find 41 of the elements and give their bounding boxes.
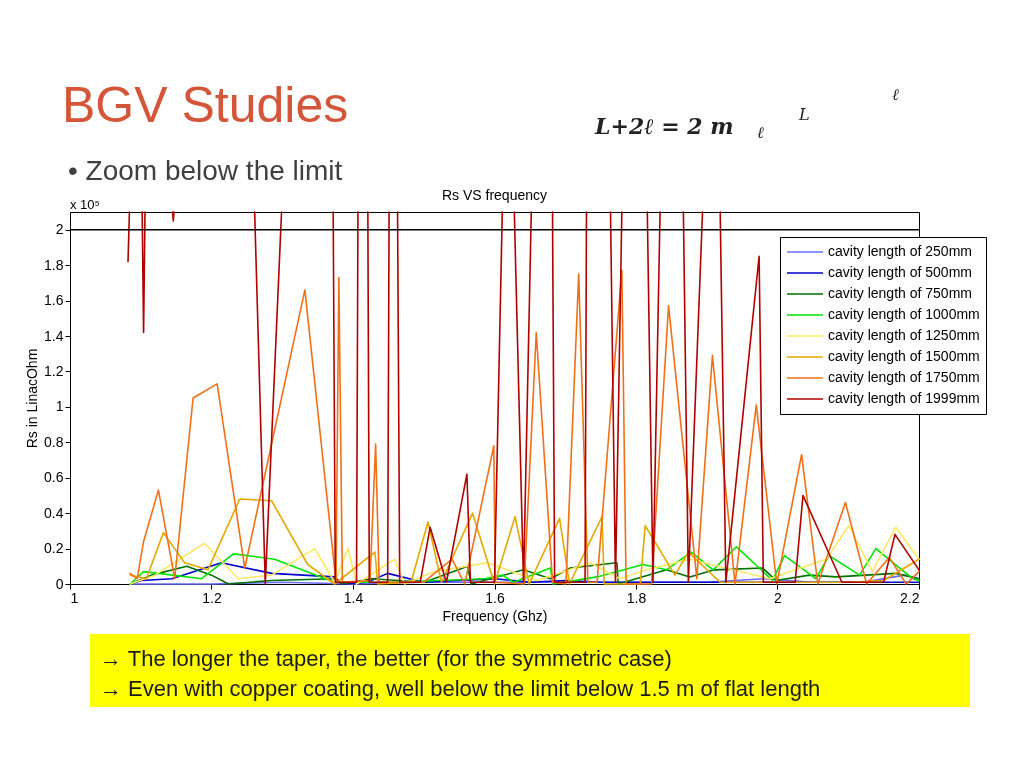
x-tick-label: 2 bbox=[774, 589, 783, 606]
line-series bbox=[129, 498, 920, 585]
y-tick-label: 0.8 bbox=[44, 433, 64, 450]
y-tick-label: 1.4 bbox=[44, 327, 64, 344]
text: L bbox=[798, 105, 810, 124]
x-axis-title: Frequency (Ghz) bbox=[442, 607, 548, 624]
chart-title: Rs VS frequency bbox=[441, 187, 548, 203]
y-tick-label: 1.2 bbox=[44, 362, 64, 379]
text: → The longer the taper, the better (for the symmetric case) bbox=[100, 646, 672, 671]
text: • Zoom below the limit bbox=[68, 155, 343, 186]
legend-label: cavity length of 1000mm bbox=[828, 306, 980, 322]
text: ℓ bbox=[892, 85, 899, 104]
y-tick-label: 1.6 bbox=[44, 292, 64, 309]
legend-label: cavity length of 1750mm bbox=[828, 369, 980, 385]
x-tick-label: 1.8 bbox=[626, 589, 647, 606]
x-tick-label: 1.2 bbox=[202, 589, 222, 606]
x-tick-label: 1 bbox=[70, 589, 79, 606]
legend-label: cavity length of 1999mm bbox=[828, 390, 980, 406]
x-tick-label: 2.2 bbox=[900, 589, 920, 606]
y-tick-label: 0.6 bbox=[44, 469, 64, 486]
y-tick-label: 1.8 bbox=[44, 256, 64, 273]
x-tick-label: 1.6 bbox=[485, 589, 505, 606]
x-tick-label: 1.4 bbox=[343, 589, 364, 606]
legend-label: cavity length of 1250mm bbox=[828, 327, 980, 343]
text: → Even with copper coating, well below the limit below 1.5 m of flat length bbox=[100, 676, 821, 701]
line-series bbox=[129, 546, 920, 585]
text: x 10⁵ bbox=[70, 197, 100, 212]
text: BGV Studies bbox=[62, 77, 349, 133]
legend-label: cavity length of 1500mm bbox=[828, 348, 980, 364]
line-series bbox=[129, 524, 920, 585]
legend-label: cavity length of 250mm bbox=[828, 243, 972, 259]
y-tick-label: 0 bbox=[55, 575, 64, 592]
y-tick-label: 2 bbox=[55, 221, 64, 238]
y-axis-title: Rs in LinacOhm bbox=[24, 348, 41, 449]
y-tick-label: 0.2 bbox=[44, 540, 64, 557]
y-tick-label: 0.4 bbox=[44, 504, 64, 521]
legend-label: cavity length of 500mm bbox=[828, 264, 972, 280]
legend-label: cavity length of 750mm bbox=[828, 285, 972, 301]
text: ℓ bbox=[757, 123, 764, 142]
y-tick-label: 1 bbox=[55, 398, 64, 415]
text: L+2ℓ = 2 m bbox=[594, 113, 734, 139]
